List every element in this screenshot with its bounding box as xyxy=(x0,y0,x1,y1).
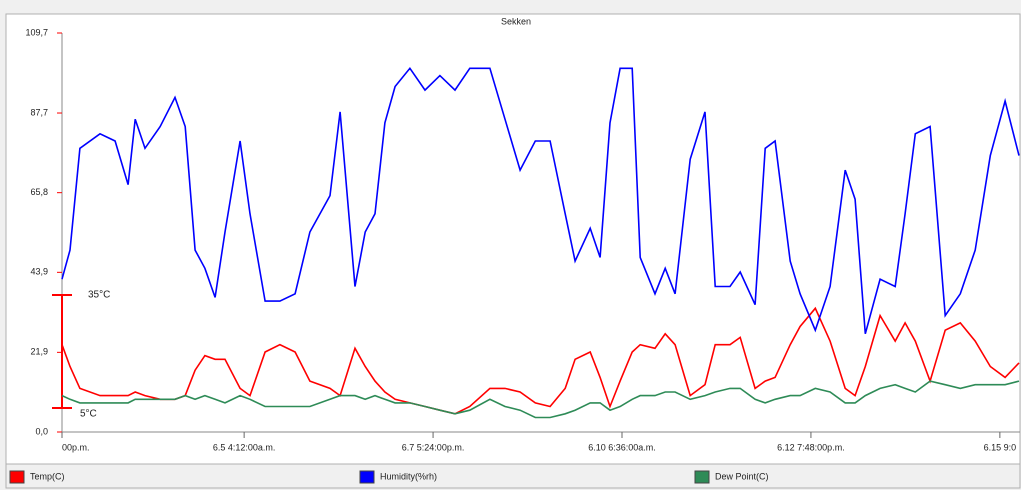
chart-title: Sekken xyxy=(501,16,531,26)
x-tick-label: 6.15 9:0 xyxy=(984,442,1017,452)
legend-label: Dew Point(C) xyxy=(715,471,769,481)
legend-swatch xyxy=(359,470,375,484)
legend-swatch xyxy=(9,470,25,484)
data-line xyxy=(61,380,1020,419)
y-tick-label: 87,7 xyxy=(30,107,48,117)
x-tick-label: 00p.m. xyxy=(62,442,90,452)
annotation: 35°C xyxy=(88,290,110,301)
y-tick-label: 43,9 xyxy=(30,267,48,277)
data-line xyxy=(61,306,1020,415)
legend-label: Temp(C) xyxy=(30,471,65,481)
bracket xyxy=(52,294,72,409)
x-tick-label: 6.12 7:48:00p.m. xyxy=(777,442,845,452)
data-line xyxy=(61,66,1020,335)
y-tick-label: 109,7 xyxy=(25,27,48,37)
x-tick-label: 6.5 4:12:00a.m. xyxy=(213,442,276,452)
annotation: 5°C xyxy=(80,409,97,420)
x-tick-label: 6.10 6:36:00a.m. xyxy=(588,442,656,452)
legend xyxy=(5,463,1021,489)
y-tick-label: 21,9 xyxy=(30,347,48,357)
legend-swatch xyxy=(694,470,710,484)
y-tick-label: 0,0 xyxy=(35,426,48,436)
plot-panel xyxy=(5,13,1021,465)
x-tick-label: 6.7 5:24:00p.m. xyxy=(402,442,465,452)
legend-label: Humidity(%rh) xyxy=(380,471,437,481)
y-tick-label: 65,8 xyxy=(30,187,48,197)
